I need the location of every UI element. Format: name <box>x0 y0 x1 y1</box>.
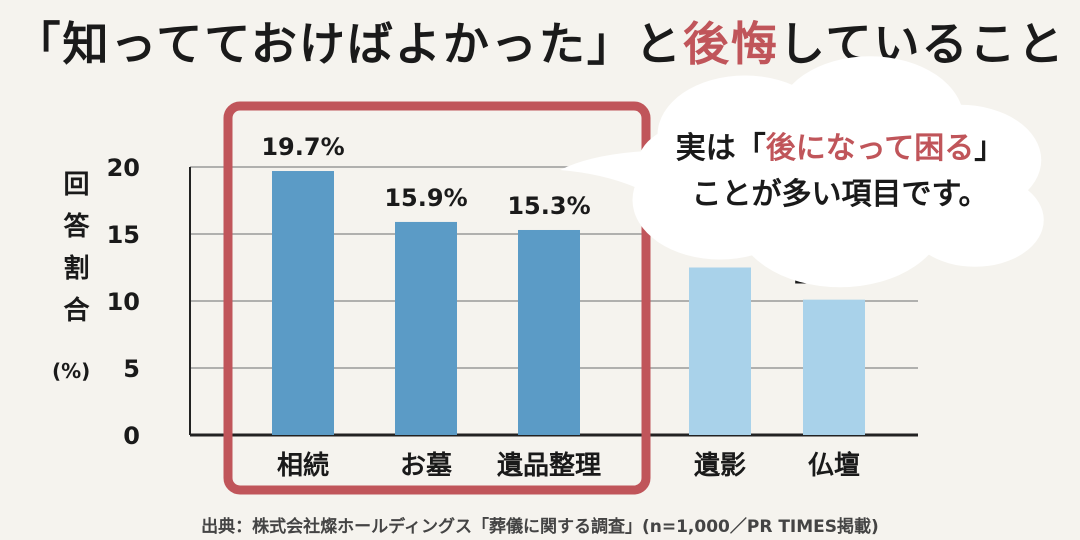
data-label: 15.9% <box>384 184 467 212</box>
y-tick-label: 0 <box>123 422 140 450</box>
bubble-text-a: 実は「 <box>675 131 766 166</box>
bubble-lobe <box>637 122 763 208</box>
source-note: 出典：株式会社燦ホールディングス「葬儀に関する調査」(n=1,000／PR TI… <box>201 517 879 537</box>
title-text-end: していること <box>778 17 1066 71</box>
x-tick-label: 相続 <box>277 450 329 481</box>
bar <box>803 299 865 435</box>
x-tick-label: 遺影 <box>694 451 746 481</box>
y-tick-label: 15 <box>107 221 140 249</box>
y-tick-label: 10 <box>107 288 140 316</box>
speech-bubble <box>560 56 1044 288</box>
bar <box>689 267 751 435</box>
x-tick-label: 遺品整理 <box>497 450 601 481</box>
bubble-lobe <box>906 173 1044 267</box>
data-label: 15.3% <box>507 192 590 220</box>
bubble-text-b: 」 <box>974 131 1005 166</box>
bubble-accent: 後になって困る <box>765 131 975 166</box>
y-tick-label: 5 <box>123 355 140 383</box>
bubble-lobe <box>733 142 947 288</box>
speech-bubble-text: 実は「後になって困る」 ことが多い項目です。 <box>630 126 1050 218</box>
bar <box>272 171 334 435</box>
y-axis-title: 回答割合 <box>59 170 89 338</box>
bar <box>518 229 580 435</box>
bubble-tail <box>560 150 680 200</box>
y-tick-label: 20 <box>107 154 140 182</box>
x-tick-label: 仏壇 <box>808 450 860 481</box>
y-axis-label: 回答割合 (%) <box>52 170 91 386</box>
y-axis-unit: (%) <box>52 359 91 383</box>
data-label: 19.7% <box>261 133 344 161</box>
highlight-box <box>223 101 651 495</box>
bar <box>395 221 457 435</box>
bubble-line2: ことが多い項目です。 <box>691 177 989 212</box>
x-tick-label: お墓 <box>400 451 453 481</box>
title-text: 「知ってておけばよかった」と <box>14 17 683 71</box>
title-accent: 後悔 <box>682 17 779 71</box>
chart-title: 「知ってておけばよかった」と後悔していること <box>0 8 1080 74</box>
